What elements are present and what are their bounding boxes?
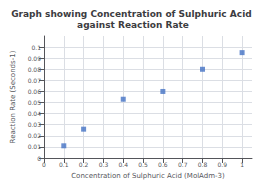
svg-text:0.05: 0.05 — [28, 99, 42, 106]
svg-text:0: 0 — [42, 161, 46, 168]
svg-text:0.09: 0.09 — [28, 55, 42, 62]
svg-text:0.1: 0.1 — [59, 161, 69, 168]
svg-text:0.7: 0.7 — [178, 161, 188, 168]
svg-text:0.8: 0.8 — [198, 161, 208, 168]
svg-text:0.07: 0.07 — [28, 77, 42, 84]
svg-text:1: 1 — [240, 161, 244, 168]
svg-text:0.01: 0.01 — [28, 143, 42, 150]
svg-text:0.03: 0.03 — [28, 121, 42, 128]
svg-text:Graph showing Concentration of: Graph showing Concentration of Sulphuric… — [11, 9, 255, 19]
svg-text:0.5: 0.5 — [138, 161, 148, 168]
svg-text:0.06: 0.06 — [28, 88, 42, 95]
svg-text:0.2: 0.2 — [79, 161, 89, 168]
svg-text:Reaction Rate (Seconds-1): Reaction Rate (Seconds-1) — [9, 50, 17, 143]
svg-text:0.1: 0.1 — [31, 44, 41, 51]
svg-text:against Reaction Rate: against Reaction Rate — [77, 20, 189, 30]
svg-text:0.02: 0.02 — [28, 132, 42, 139]
svg-text:0.9: 0.9 — [218, 161, 228, 168]
svg-text:0.4: 0.4 — [118, 161, 128, 168]
svg-text:Concentration of Sulphuric Aci: Concentration of Sulphuric Acid (MolAdm-… — [71, 172, 225, 180]
svg-text:0: 0 — [37, 155, 41, 162]
svg-text:0.08: 0.08 — [28, 66, 42, 73]
svg-text:0.3: 0.3 — [99, 161, 109, 168]
svg-text:0.04: 0.04 — [28, 110, 42, 117]
svg-text:0.6: 0.6 — [158, 161, 168, 168]
